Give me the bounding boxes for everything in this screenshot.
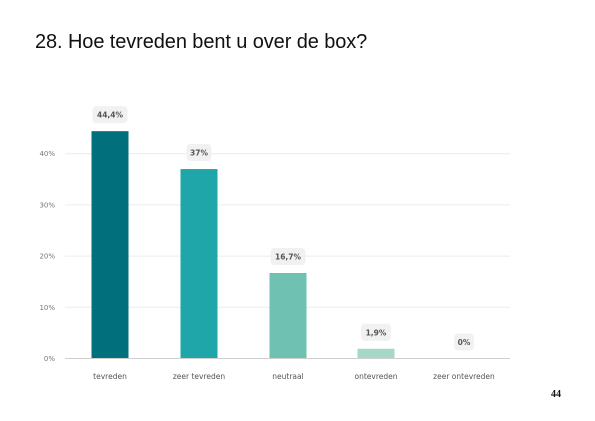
y-tick-label: 0% [44,355,55,363]
y-tick-label: 30% [39,201,55,209]
y-axis-tick-labels: 0% 10% 20% 30% 40% [39,150,55,363]
chart-bars [91,131,395,359]
y-tick-label: 10% [39,304,55,312]
bar-zeer-tevreden [180,169,218,359]
y-tick-label: 20% [39,253,55,261]
page-title: 28. Hoe tevreden bent u over de box? [35,31,368,53]
y-tick-label: 40% [39,150,55,158]
data-label: 0% [458,338,471,347]
bar-ontevreden [357,348,395,359]
data-label-badge [454,333,474,351]
x-category-label: zeer tevreden [173,372,226,381]
data-label: 16,7% [275,252,302,261]
x-category-label: tevreden [93,372,127,381]
data-label-badge [270,247,306,265]
data-label: 1,9% [366,328,387,337]
data-label-badge [92,106,128,124]
chart-data-labels: 44,4% 37% 16,7% 1,9% 0% [92,106,474,351]
x-category-label: zeer ontevreden [433,372,495,381]
bar-neutraal [269,272,307,359]
data-label: 44,4% [97,111,124,120]
data-label-badge [361,323,391,341]
x-axis-category-labels: tevreden zeer tevreden neutraal ontevreden z… [93,372,495,381]
data-label: 37% [190,149,208,158]
data-label-badge [186,144,212,162]
bar-tevreden [91,131,129,359]
x-category-label: neutraal [272,372,303,381]
page-number: 44 [551,389,561,400]
x-category-label: ontevreden [355,372,398,381]
